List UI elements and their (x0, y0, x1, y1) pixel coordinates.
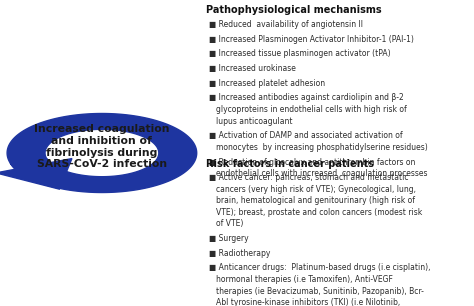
Text: ■ Reduced  availability of angiotensin II: ■ Reduced availability of angiotensin II (209, 20, 363, 29)
Text: ■ Increased tissue plasminogen activator (tPA): ■ Increased tissue plasminogen activator… (209, 49, 390, 58)
Text: cancers (very high risk of VTE); Gynecological, lung,: cancers (very high risk of VTE); Gynecol… (216, 185, 416, 193)
Text: ■ Increased antibodies against cardiolipin and β-2: ■ Increased antibodies against cardiolip… (209, 93, 403, 102)
Text: therapies (ie Bevacizumab, Sunitinib, Pazopanib), Bcr-: therapies (ie Bevacizumab, Sunitinib, Pa… (216, 287, 424, 296)
Text: ■ Active cancer: pancreas, stomach and metastatic: ■ Active cancer: pancreas, stomach and m… (209, 173, 408, 182)
Text: ■ Surgery: ■ Surgery (209, 234, 248, 243)
Text: brain, hematological and genitourinary (high risk of: brain, hematological and genitourinary (… (216, 196, 415, 205)
Text: ■ Radiotherapy: ■ Radiotherapy (209, 249, 270, 258)
Text: ■ Reduction of glcocalyx and antithrombin factors on: ■ Reduction of glcocalyx and antithrombi… (209, 158, 415, 166)
Polygon shape (0, 159, 72, 189)
Text: of VTE): of VTE) (216, 219, 243, 228)
Text: monocytes  by increasing phosphatidylserine residues): monocytes by increasing phosphatidylseri… (216, 143, 428, 152)
Text: lupus anticoagulant: lupus anticoagulant (216, 117, 292, 125)
Text: ■ Increased urokinase: ■ Increased urokinase (209, 64, 295, 73)
Text: hormonal therapies (i.e Tamoxifen), Anti-VEGF: hormonal therapies (i.e Tamoxifen), Anti… (216, 275, 392, 284)
Text: endothelial cells with increased  coagulation processes: endothelial cells with increased coagula… (216, 169, 427, 178)
Text: ■ Anticancer drugs:  Platinum-based drugs (i.e cisplatin),: ■ Anticancer drugs: Platinum-based drugs… (209, 263, 430, 272)
Text: Abl tyrosine-kinase inhibitors (TKI) (i.e Nilotinib,: Abl tyrosine-kinase inhibitors (TKI) (i.… (216, 298, 400, 306)
Text: VTE); breast, prostate and colon cancers (modest risk: VTE); breast, prostate and colon cancers… (216, 208, 422, 217)
Polygon shape (7, 114, 197, 192)
Text: Pathophysiological mechanisms: Pathophysiological mechanisms (206, 5, 382, 15)
Text: Increased coagulation
and inhibition of
fibrinolysis during
SARS-CoV-2 infection: Increased coagulation and inhibition of … (34, 125, 170, 169)
Text: ■ Activation of DAMP and associated activation of: ■ Activation of DAMP and associated acti… (209, 131, 402, 140)
Text: ■ Increased platelet adhesion: ■ Increased platelet adhesion (209, 79, 325, 88)
Text: Risk factors in cancer patients: Risk factors in cancer patients (206, 159, 374, 169)
Text: glycoproteins in endothelial cells with high risk of: glycoproteins in endothelial cells with … (216, 105, 406, 114)
Text: ■ Increased Plasminogen Activator Inhibitor-1 (PAI-1): ■ Increased Plasminogen Activator Inhibi… (209, 35, 413, 43)
